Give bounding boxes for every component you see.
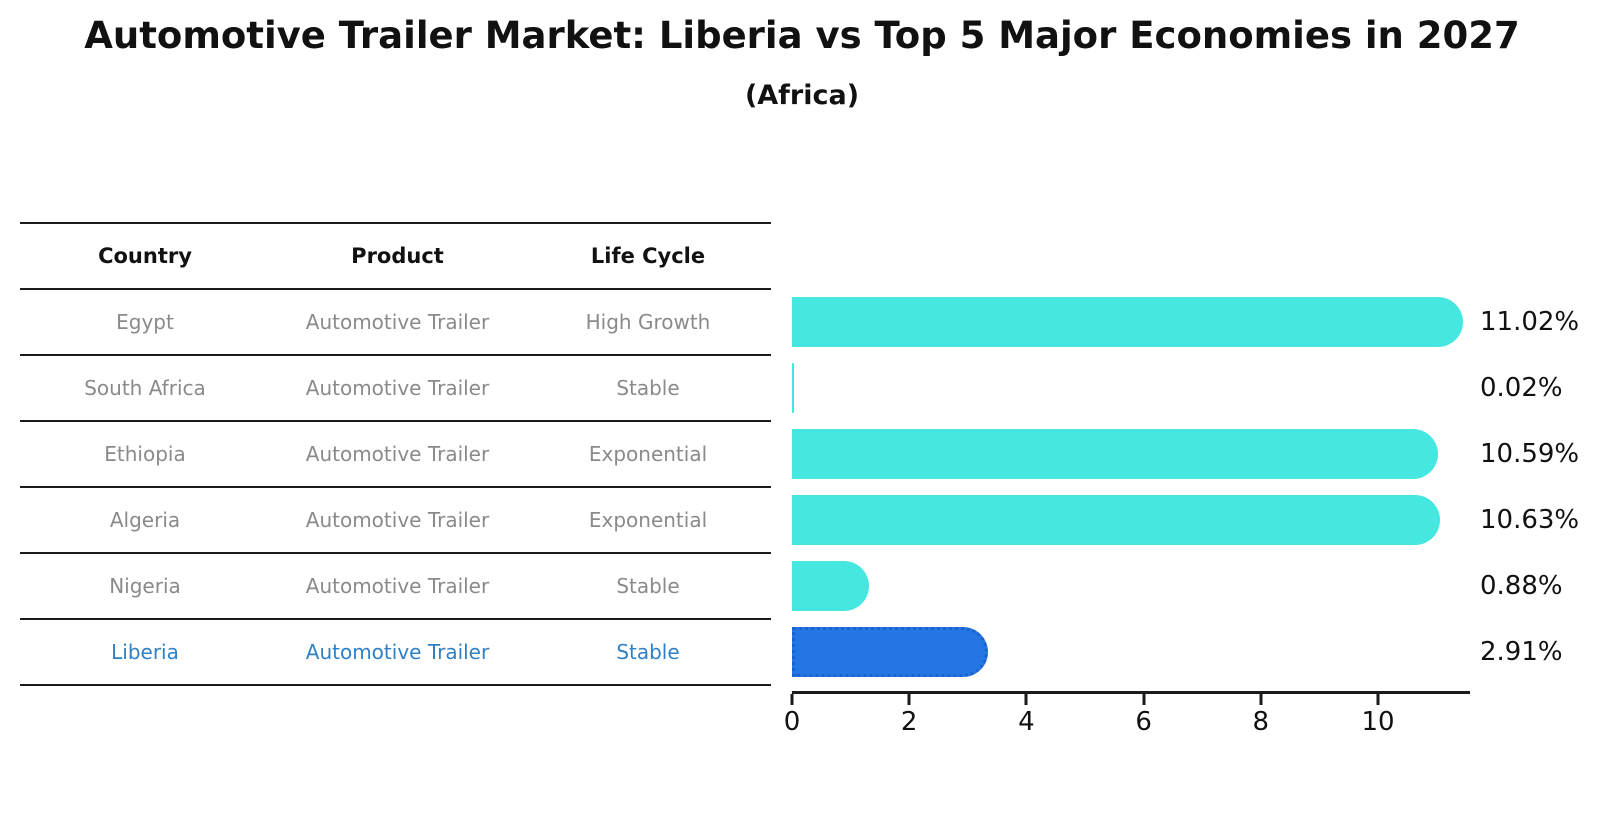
x-axis-tick-label: 10 [1361,707,1395,737]
bar-plot-area [792,222,1470,694]
table-row-ethiopia: Ethiopia Automotive Trailer Exponential [20,422,771,488]
bar-algeria [792,495,1440,545]
x-axis-tick-label: 6 [1135,707,1152,737]
bar-ethiopia [792,429,1438,479]
x-axis-tick [907,694,911,705]
x-axis-tick-label: 8 [1252,707,1270,737]
life-cycle-cell: Exponential [588,508,708,532]
country-cell: Ethiopia [104,442,186,466]
life-cycle-cell: High Growth [585,310,711,334]
table-row-algeria: Algeria Automotive Trailer Exponential [20,488,771,554]
chart-subtitle: (Africa) [744,80,860,111]
x-axis-tick [1142,694,1146,705]
product-cell: Automotive Trailer [305,442,490,466]
value-label: 10.59% [1480,439,1580,469]
value-label: 11.02% [1480,307,1580,337]
value-label: 2.91% [1480,637,1563,667]
x-axis-tick [1376,694,1380,705]
product-cell: Automotive Trailer [305,640,490,664]
country-cell: Liberia [111,640,179,664]
bar-south-africa [792,363,794,413]
x-axis-tick [1259,694,1263,705]
table-row-nigeria: Nigeria Automotive Trailer Stable [20,554,771,620]
table-row-south-africa: South Africa Automotive Trailer Stable [20,356,771,422]
life-cycle-cell: Stable [616,640,680,664]
chart-title: Automotive Trailer Market: Liberia vs To… [84,14,1520,57]
bar-egypt [792,297,1463,347]
life-cycle-cell: Exponential [588,442,708,466]
table-row-egypt: Egypt Automotive Trailer High Growth [20,290,771,356]
x-axis-tick-label: 0 [783,707,801,737]
x-axis-tick [1024,694,1028,705]
bar-nigeria [792,561,869,611]
column-header-life-cycle: Life Cycle [590,244,706,268]
country-cell: Nigeria [109,574,181,598]
country-cell: Egypt [116,310,174,334]
column-header-country: Country [98,244,192,268]
bar-liberia [792,627,988,677]
product-cell: Automotive Trailer [305,508,490,532]
life-cycle-cell: Stable [616,376,680,400]
product-cell: Automotive Trailer [305,574,490,598]
column-header-product: Product [351,244,444,268]
value-labels: 11.02% 0.02% 10.59% 10.63% 0.88% 2.91% [1480,222,1604,691]
country-cell: Algeria [109,508,181,532]
x-axis-tick-label: 2 [900,707,918,737]
country-cell: South Africa [84,376,206,400]
value-label: 0.02% [1480,373,1563,403]
table-header-row: Country Product Life Cycle [20,224,771,290]
life-cycle-cell: Stable [616,574,680,598]
summary-table: Country Product Life Cycle Egypt Automot… [20,222,771,686]
table-row-liberia: Liberia Automotive Trailer Stable [20,620,771,686]
x-axis-tick [790,694,794,705]
product-cell: Automotive Trailer [305,376,490,400]
value-label: 10.63% [1480,505,1580,535]
value-label: 0.88% [1480,571,1563,601]
product-cell: Automotive Trailer [305,310,490,334]
x-axis-tick-label: 4 [1018,707,1035,737]
x-axis: 0 2 4 6 8 10 [784,694,1470,740]
